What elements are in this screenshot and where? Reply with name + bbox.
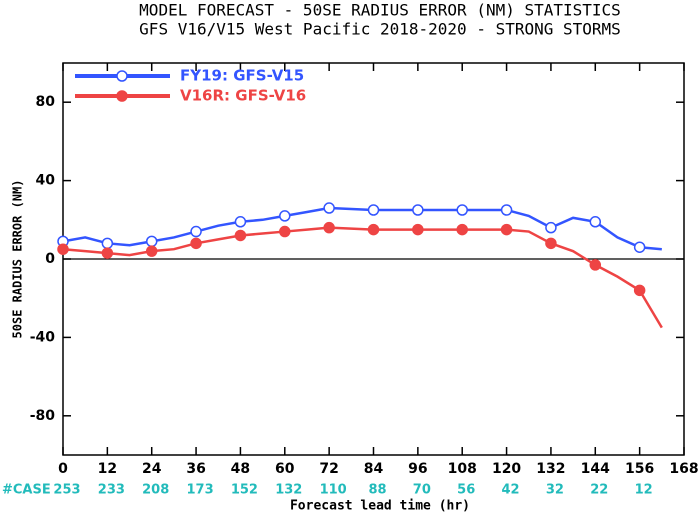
y-tick-label: 80 [36, 94, 56, 110]
case-count: 208 [142, 483, 169, 498]
x-axis-label: Forecast lead time (hr) [290, 499, 470, 514]
y-tick-label: -80 [30, 408, 56, 424]
x-tick-label: 36 [186, 461, 205, 477]
marker [545, 237, 557, 250]
x-tick-label: 132 [536, 461, 565, 477]
case-count: 42 [502, 483, 520, 498]
marker [190, 225, 202, 238]
case-count: 70 [413, 483, 431, 498]
x-tick-label: 48 [231, 461, 250, 477]
chart-title: MODEL FORECAST - 50SE RADIUS ERROR (NM) … [139, 1, 621, 20]
marker [589, 216, 602, 228]
legend-label: V16R: GFS-V16 [180, 87, 306, 105]
legend-label: FY19: GFS-V15 [180, 67, 304, 85]
case-count: 132 [275, 483, 302, 498]
marker [412, 204, 424, 216]
case-count: 22 [590, 483, 608, 498]
marker [633, 284, 646, 297]
marker [234, 216, 247, 228]
marker [279, 225, 291, 238]
marker [145, 245, 158, 257]
legend-marker [116, 70, 128, 82]
case-label: #CASE [2, 483, 51, 498]
marker [412, 223, 424, 236]
x-tick-label: 108 [448, 461, 477, 477]
marker [367, 204, 380, 216]
marker [456, 223, 468, 236]
legend-marker [116, 90, 128, 102]
case-count: 32 [546, 483, 564, 498]
y-tick-label: 0 [45, 251, 55, 267]
series-line [62, 206, 662, 251]
marker [145, 235, 158, 248]
y-axis-label: 50SE RADIUS ERROR (NM) [11, 180, 25, 339]
case-count: 88 [368, 483, 386, 498]
marker [234, 229, 247, 242]
marker [367, 223, 380, 236]
x-tick-label: 144 [581, 461, 610, 477]
x-tick-label: 84 [364, 461, 384, 477]
case-count: 173 [187, 483, 214, 498]
case-count: 110 [320, 483, 347, 498]
marker [589, 259, 602, 271]
x-tick-label: 60 [275, 461, 295, 477]
x-tick-label: 12 [98, 461, 117, 477]
marker [545, 221, 557, 234]
marker [101, 237, 114, 250]
x-tick-label: 96 [408, 461, 427, 477]
x-tick-label: 120 [492, 461, 521, 477]
marker [279, 210, 291, 222]
marker [456, 204, 468, 216]
y-tick-label: 40 [36, 173, 56, 189]
marker [101, 247, 114, 259]
x-tick-label: 72 [319, 461, 338, 477]
marker [500, 223, 513, 236]
marker [323, 221, 335, 234]
marker [323, 202, 335, 214]
case-count: 233 [98, 483, 125, 498]
marker [500, 204, 513, 216]
marker [633, 241, 646, 253]
x-tick-label: 156 [625, 461, 654, 477]
case-count: 152 [231, 483, 258, 498]
x-tick-label: 0 [58, 461, 68, 477]
chart-subtitle: GFS V16/V15 West Pacific 2018-2020 - STR… [139, 20, 621, 39]
case-count: 56 [457, 483, 475, 498]
x-tick-label: 24 [142, 461, 162, 477]
case-count: 253 [53, 483, 80, 498]
series-line [62, 226, 663, 329]
y-tick-label: -40 [30, 329, 56, 345]
case-count: 12 [635, 483, 653, 498]
marker [190, 237, 202, 250]
marker [57, 243, 69, 255]
x-tick-label: 168 [669, 461, 698, 477]
